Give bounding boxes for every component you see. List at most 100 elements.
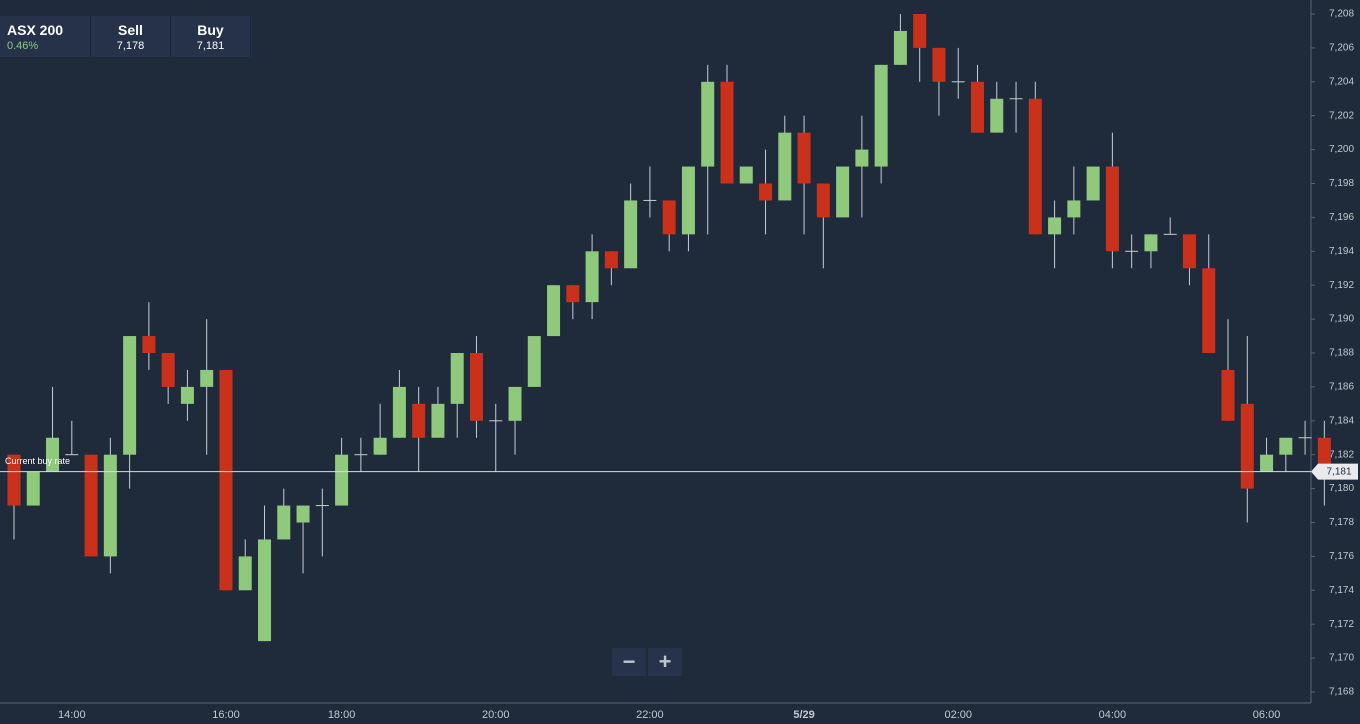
candle-body	[1125, 250, 1139, 252]
candle-body	[238, 556, 252, 591]
candle-body	[258, 539, 272, 642]
current-rate-label: Current buy rate	[5, 456, 70, 466]
candle-body	[161, 353, 175, 387]
zoom-in[interactable]: +	[648, 648, 682, 676]
candle-body	[335, 454, 349, 506]
y-tick-label: 7,192	[1329, 280, 1354, 291]
candle-body	[662, 200, 676, 235]
sell-label: Sell	[118, 22, 143, 38]
y-tick-label: 7,172	[1329, 619, 1354, 630]
candle-body	[893, 30, 907, 65]
y-tick-label: 7,188	[1329, 348, 1354, 359]
x-tick-label: 04:00	[1099, 709, 1127, 721]
y-tick-label: 7,178	[1329, 517, 1354, 528]
candle-body	[874, 64, 888, 167]
x-tick-label: 14:00	[58, 709, 86, 721]
candle-body	[431, 403, 445, 438]
candle-body	[681, 166, 695, 235]
y-tick-label: 7,168	[1329, 687, 1354, 698]
candle-body	[373, 437, 387, 455]
candle-body	[971, 81, 984, 133]
x-tick-label: 06:00	[1253, 709, 1281, 721]
y-tick-label: 7,204	[1329, 76, 1354, 87]
y-tick-label: 7,186	[1329, 382, 1354, 393]
candle-body	[1009, 98, 1023, 100]
candle-body	[1086, 166, 1100, 201]
candle-body	[1240, 403, 1254, 489]
candle-body	[392, 386, 406, 438]
candle-body	[951, 81, 965, 83]
candle-body	[604, 251, 618, 269]
candle-body	[1163, 233, 1177, 235]
y-tick-label: 7,182	[1329, 449, 1354, 460]
candle-body	[26, 471, 40, 506]
candle-body	[84, 454, 98, 557]
candle-body	[1028, 98, 1042, 235]
x-tick-label: 22:00	[636, 709, 664, 721]
y-tick-label: 7,184	[1329, 415, 1354, 426]
candle-body	[180, 386, 194, 404]
candle-body	[1221, 369, 1235, 421]
candle-body	[46, 437, 60, 472]
candle-body	[527, 336, 541, 387]
current-rate-value: 7,181	[1326, 466, 1351, 477]
candle-body	[836, 166, 850, 218]
candle-body	[354, 454, 368, 456]
y-tick-label: 7,196	[1329, 212, 1354, 223]
instrument-cell[interactable]: ASX 200 0.46%	[0, 16, 91, 57]
current-rate-tag	[1311, 463, 1358, 480]
candle-body	[701, 81, 715, 167]
candle-body	[624, 200, 638, 269]
buy-cell[interactable]: Buy 7,181	[171, 16, 251, 57]
change: 0.46%	[7, 40, 39, 52]
candle-body	[103, 454, 117, 557]
x-tick-label: 5/29	[793, 709, 814, 721]
candle-body	[1202, 268, 1216, 353]
candle-body	[990, 98, 1004, 133]
y-tick-label: 7,198	[1329, 178, 1354, 189]
sell-cell[interactable]: Sell 7,178	[91, 16, 171, 57]
candle-body	[855, 149, 869, 167]
x-tick-label: 16:00	[212, 709, 240, 721]
candle-body	[200, 369, 214, 387]
x-tick-label: 02:00	[944, 709, 972, 721]
zoom-out[interactable]: −	[612, 648, 646, 676]
candle-body	[932, 47, 946, 82]
sell-price: 7,178	[116, 40, 145, 52]
candle-body	[720, 81, 734, 184]
candle-body	[469, 353, 483, 421]
y-tick-label: 7,200	[1329, 144, 1354, 155]
candle-body	[1182, 234, 1196, 269]
y-tick-label: 7,180	[1329, 483, 1354, 494]
candle-body	[7, 454, 21, 506]
instrument: ASX 200	[7, 22, 64, 38]
y-tick-label: 7,206	[1329, 43, 1354, 54]
candle-body	[315, 505, 329, 507]
candle-body	[759, 183, 773, 201]
buy-label: Buy	[197, 22, 224, 38]
candle-body	[1260, 454, 1274, 472]
candle-body	[739, 166, 753, 184]
candle-body	[585, 251, 599, 303]
candle-body	[778, 132, 792, 201]
zoom-controls: − +	[612, 648, 684, 676]
candle-body	[489, 420, 503, 422]
y-tick-label: 7,208	[1329, 9, 1354, 20]
candle-body	[797, 132, 811, 184]
quote-panel: ASX 200 0.46% Sell 7,178 Buy 7,181	[0, 16, 252, 57]
candle-body	[277, 505, 291, 540]
x-tick-label: 18:00	[328, 709, 356, 721]
candle-body	[219, 369, 233, 591]
candle-body	[450, 353, 464, 404]
candle-body	[296, 505, 310, 523]
candle-body	[1105, 166, 1119, 252]
y-tick-label: 7,176	[1329, 551, 1354, 562]
y-tick-label: 7,170	[1329, 653, 1354, 664]
candle-body	[1298, 437, 1312, 439]
y-tick-label: 7,174	[1329, 585, 1354, 596]
candle-body	[142, 336, 156, 353]
candle-body	[816, 183, 830, 218]
candle-body	[566, 285, 580, 303]
